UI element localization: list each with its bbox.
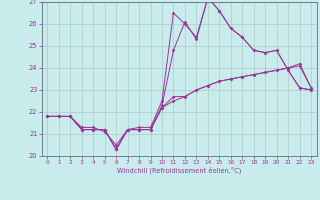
X-axis label: Windchill (Refroidissement éolien,°C): Windchill (Refroidissement éolien,°C) xyxy=(117,167,241,174)
